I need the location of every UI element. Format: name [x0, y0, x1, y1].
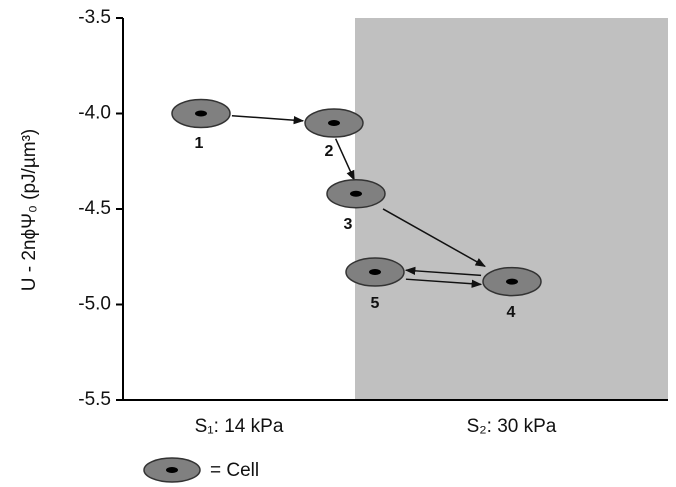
cell-number: 2	[325, 143, 334, 160]
cell-nucleus	[506, 278, 518, 285]
cell-number: 4	[507, 304, 516, 321]
cell-nucleus	[328, 120, 340, 127]
legend-label: = Cell	[210, 460, 259, 481]
x-category-label: S₁: 14 kPa	[195, 416, 284, 437]
cell-nucleus	[369, 269, 381, 276]
cell-nucleus	[350, 190, 362, 197]
transition-arrow	[382, 208, 486, 268]
y-axis-label: U - 2nϕΨ₀ (pJ/µm³)	[19, 129, 40, 292]
cell-nucleus	[195, 110, 207, 117]
transition-arrow	[404, 266, 482, 277]
y-tick-label: -5.0	[78, 294, 111, 315]
transition-arrow	[231, 114, 305, 125]
y-tick-label: -5.5	[78, 389, 111, 410]
legend-nucleus	[166, 467, 178, 473]
y-tick-label: -3.5	[78, 7, 111, 28]
cell-number: 3	[344, 216, 353, 233]
x-category-label: S₂: 30 kPa	[467, 416, 557, 437]
cell-number: 1	[195, 135, 204, 152]
shaded-region	[355, 18, 668, 400]
transition-arrow	[334, 138, 356, 182]
legend: = Cell	[143, 457, 259, 483]
transition-arrow	[405, 278, 483, 288]
y-tick-label: -4.0	[78, 103, 111, 124]
y-tick-label: -4.5	[78, 198, 111, 219]
cell-number: 5	[371, 295, 380, 312]
